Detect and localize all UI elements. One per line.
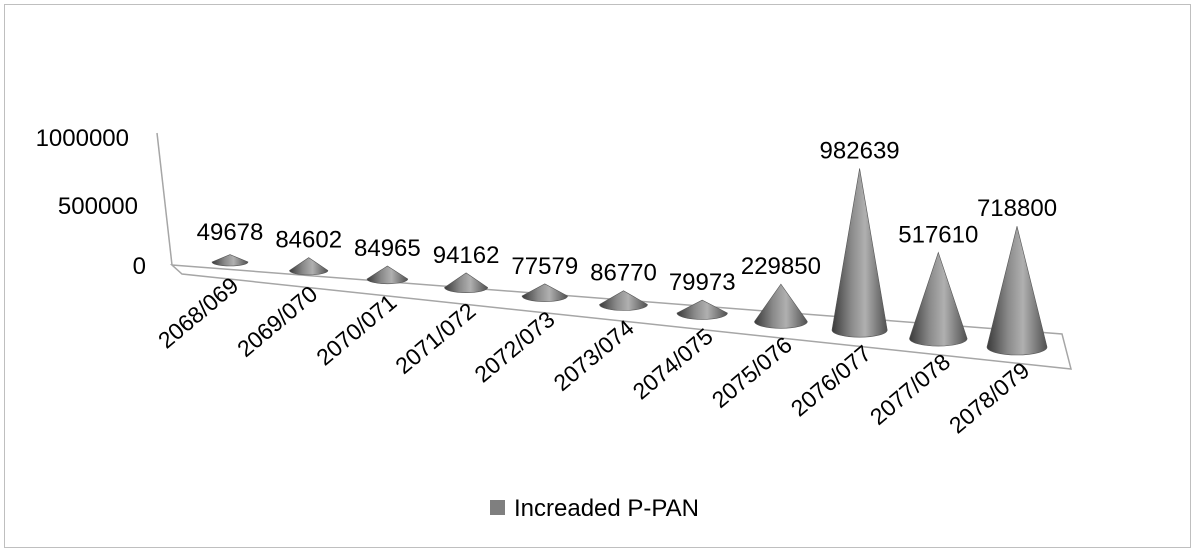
data-label: 94162 (433, 242, 500, 269)
back-wall-edge (156, 132, 173, 266)
data-label: 982639 (820, 137, 900, 164)
data-labels: 49678 84602 84965 94162 77579 86770 7997322985… (197, 137, 1057, 296)
category-label: 2071/072 (390, 297, 480, 379)
category-label: 2069/070 (232, 280, 322, 362)
category-label: 2076/077 (786, 340, 876, 422)
data-label: 229850 (741, 253, 821, 280)
y-axis-ticks: 0 500000 1000000 (36, 125, 146, 280)
y-tick-label: 500000 (58, 193, 138, 220)
cone-2076-077 (831, 168, 888, 338)
category-label: 2075/076 (707, 331, 797, 413)
cone-2078-079 (986, 226, 1048, 356)
category-label: 2077/078 (865, 348, 955, 430)
category-label: 2070/071 (311, 289, 401, 371)
data-label: 86770 (590, 260, 657, 287)
data-label: 77579 (511, 253, 578, 280)
y-tick-label: 1000000 (36, 125, 129, 152)
cone-2077-078 (909, 251, 968, 347)
category-label: 2072/073 (469, 306, 559, 388)
cone-2074-075 (676, 299, 728, 320)
cone-2073-074 (599, 290, 648, 311)
category-label: 2074/075 (628, 323, 718, 405)
cone-2068-069 (211, 254, 249, 267)
cone-2069-070 (289, 257, 329, 276)
cone-2072-073 (521, 283, 568, 302)
legend: Increaded P-PAN (490, 495, 699, 522)
cone-series (211, 168, 1048, 356)
category-label: 2078/079 (944, 357, 1034, 439)
category-label: 2073/074 (549, 314, 639, 396)
cone-2070-071 (366, 265, 409, 285)
category-label: 2068/069 (153, 272, 243, 354)
data-label: 84602 (275, 227, 342, 254)
legend-label: Increaded P-PAN (514, 495, 699, 522)
y-tick-label: 0 (133, 253, 146, 280)
data-label: 49678 (197, 219, 264, 246)
cone-2071-072 (444, 272, 489, 293)
legend-swatch (490, 500, 505, 515)
data-label: 517610 (898, 221, 978, 248)
data-label: 84965 (354, 235, 421, 262)
data-label: 718800 (977, 195, 1057, 222)
category-labels: 2068/0692069/0702070/0712071/0722072/073… (153, 272, 1034, 439)
cone-2075-076 (754, 283, 808, 329)
data-label: 79973 (669, 269, 736, 296)
